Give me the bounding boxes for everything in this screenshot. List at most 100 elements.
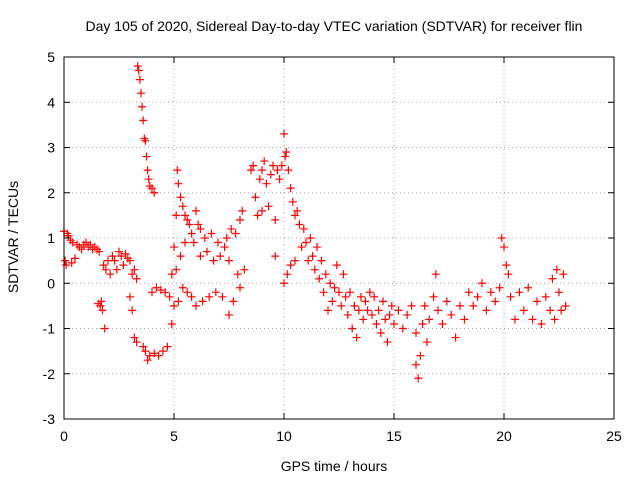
data-point — [387, 301, 396, 310]
data-point — [143, 356, 152, 365]
data-point — [176, 252, 185, 261]
data-point — [291, 211, 299, 220]
data-point — [482, 306, 491, 315]
data-point — [77, 245, 86, 254]
data-point — [238, 206, 247, 215]
data-point — [286, 184, 295, 193]
data-point — [98, 306, 107, 315]
data-point — [368, 310, 376, 319]
data-point — [262, 179, 271, 188]
data-point — [216, 252, 225, 261]
data-point — [269, 161, 277, 170]
data-point — [328, 297, 337, 306]
data-point — [189, 238, 198, 247]
data-point — [134, 66, 143, 75]
data-point — [557, 306, 566, 315]
data-point — [524, 283, 533, 292]
data-point — [187, 229, 196, 238]
data-point — [163, 342, 172, 351]
x-tick-label: 25 — [606, 428, 622, 444]
data-point — [306, 234, 315, 242]
data-point — [139, 116, 148, 125]
data-point — [225, 256, 233, 265]
data-point — [174, 297, 183, 306]
data-point — [533, 297, 541, 306]
data-point — [214, 238, 222, 247]
data-point — [497, 234, 506, 242]
data-point — [192, 206, 200, 215]
data-point — [173, 166, 182, 175]
data-point — [152, 283, 161, 292]
data-point — [253, 211, 262, 220]
data-point — [321, 270, 330, 279]
data-point — [115, 247, 123, 256]
data-point — [288, 197, 297, 206]
data-point — [61, 256, 70, 265]
data-point — [383, 338, 392, 347]
data-point — [138, 102, 147, 111]
data-point — [281, 152, 290, 161]
data-point — [550, 315, 559, 324]
data-point — [165, 292, 174, 301]
y-tick-label: -2 — [43, 366, 56, 382]
y-axis-label: SDTVAR / TECUs — [5, 181, 21, 293]
data-point — [86, 240, 95, 249]
y-tick-label: 2 — [47, 185, 55, 201]
data-point — [561, 301, 570, 310]
data-point — [137, 89, 145, 98]
data-point — [495, 283, 504, 292]
y-tick-label: -1 — [43, 321, 56, 337]
data-point — [326, 279, 335, 288]
data-point — [205, 292, 214, 301]
data-point — [271, 215, 280, 224]
data-point — [266, 170, 275, 179]
x-tick-label: 20 — [496, 428, 512, 444]
data-point — [135, 75, 144, 84]
data-point — [260, 157, 269, 166]
data-point — [194, 220, 203, 229]
data-point — [293, 206, 302, 215]
data-point — [335, 288, 343, 297]
data-point — [456, 301, 464, 310]
data-point — [271, 252, 280, 261]
data-point — [319, 288, 328, 297]
data-point — [255, 175, 264, 184]
data-point — [156, 286, 165, 295]
data-point — [249, 161, 258, 170]
y-tick-label: 5 — [47, 49, 55, 65]
data-point — [196, 252, 205, 261]
x-tick-label: 15 — [386, 428, 402, 444]
data-point — [183, 215, 192, 224]
data-point — [407, 301, 416, 310]
data-point — [310, 265, 319, 274]
data-point — [68, 238, 77, 247]
data-point — [363, 306, 372, 315]
data-point — [332, 261, 341, 270]
data-point — [209, 256, 218, 265]
x-tick-label: 0 — [60, 428, 68, 444]
data-point — [148, 184, 156, 193]
data-point — [273, 166, 282, 175]
data-point — [128, 306, 137, 315]
data-point — [117, 252, 126, 261]
data-point — [379, 297, 387, 306]
data-point — [172, 265, 181, 274]
data-point — [150, 188, 159, 197]
data-point — [416, 351, 425, 360]
data-point — [95, 247, 104, 256]
data-point — [284, 166, 293, 175]
data-point — [559, 270, 568, 279]
data-point — [148, 288, 156, 297]
data-points — [60, 62, 570, 383]
data-point — [258, 166, 266, 175]
data-point — [198, 297, 207, 306]
data-point — [161, 288, 170, 297]
data-point — [423, 338, 431, 347]
data-point — [133, 62, 142, 71]
data-point — [376, 329, 385, 338]
data-point — [143, 166, 152, 175]
data-point — [130, 333, 139, 342]
data-point — [280, 129, 288, 138]
data-point — [139, 342, 148, 351]
data-point — [170, 301, 178, 310]
